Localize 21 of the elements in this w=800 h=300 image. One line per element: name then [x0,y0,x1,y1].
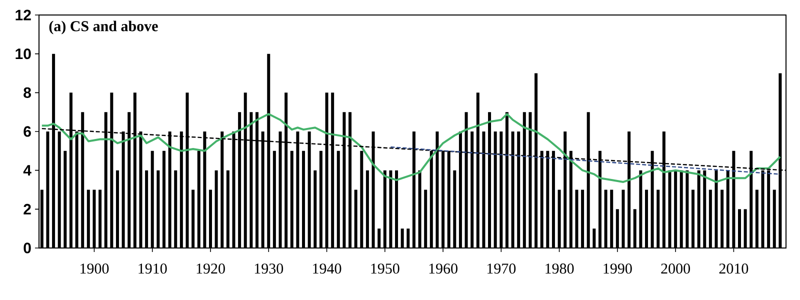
y-tick-label: 2 [24,204,31,214]
x-tick-label: 1910 [138,264,167,274]
y-tick-label: 12 [16,10,31,20]
x-tick-label: 1940 [313,264,342,274]
x-tick-label: 1970 [487,264,516,274]
line-series [40,113,782,183]
y-tick-label: 8 [24,87,31,98]
x-tick-label: 1930 [254,264,284,274]
x-tick-label: 1990 [604,264,632,274]
x-tick-label: 1920 [196,264,225,274]
y-tick-label: 10 [16,48,31,60]
x-tick-label: 1900 [80,264,109,274]
x-tick-label: 1980 [546,264,574,274]
x-tick-label: 2000 [661,264,690,274]
y-tick-label: 6 [24,126,31,137]
x-tick-label: 2010 [719,264,748,274]
x-tick-label: 1960 [429,264,458,274]
chart-title: (a) CS and above [49,20,158,34]
y-tick-label: 0 [24,242,31,254]
y-tick-label: 4 [23,165,32,176]
x-tick-label: 1950 [371,264,400,274]
